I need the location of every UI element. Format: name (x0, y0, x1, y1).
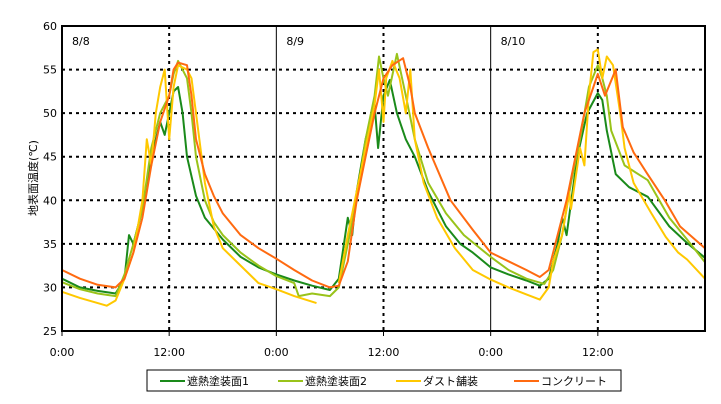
legend-label: ダスト舗装 (423, 374, 478, 388)
day-label: 8/8 (72, 35, 90, 48)
series-line-3 (61, 64, 317, 307)
legend-label: 遮熱塗装面2 (305, 374, 367, 388)
x-tick-label: 0:00 (264, 346, 289, 359)
series-line-4 (61, 57, 706, 289)
day-labels: 8/8 8/9 8/10 (72, 35, 525, 48)
legend-label: コンクリート (541, 375, 607, 388)
legend-label: 遮熱塗装面1 (187, 374, 249, 388)
day-label: 8/9 (286, 35, 304, 48)
y-axis-ticks: 25 30 35 40 45 50 55 60 (43, 20, 57, 338)
grid-lines (62, 26, 705, 331)
x-tick-label: 12:00 (153, 346, 185, 359)
y-tick-label: 30 (43, 281, 57, 294)
x-tick-label: 0:00 (50, 346, 75, 359)
x-tick-label: 0:00 (478, 346, 503, 359)
x-tick-label: 12:00 (582, 346, 614, 359)
legend-box (146, 369, 622, 392)
y-tick-label: 40 (43, 194, 57, 207)
y-tick-label: 60 (43, 20, 57, 33)
y-tick-label: 50 (43, 107, 57, 120)
legend: 遮熱塗装面1 遮熱塗装面2 ダスト舗装 コンクリート (160, 374, 607, 388)
y-tick-label: 45 (43, 151, 57, 164)
y-tick-label: 35 (43, 238, 57, 251)
y-tick-label: 55 (43, 64, 57, 77)
series-lines (61, 48, 706, 307)
series-line-3 (337, 48, 706, 301)
y-tick-label: 25 (43, 325, 57, 338)
y-axis-label: 地表面温度(℃) (26, 140, 40, 216)
day-label: 8/10 (501, 35, 526, 48)
x-tick-label: 12:00 (368, 346, 400, 359)
x-axis-ticks: 0:00 12:00 0:00 12:00 0:00 12:00 (50, 331, 614, 359)
